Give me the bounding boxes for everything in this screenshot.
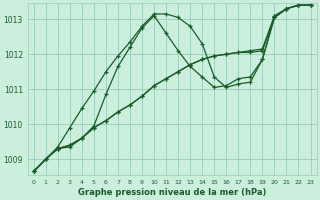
X-axis label: Graphe pression niveau de la mer (hPa): Graphe pression niveau de la mer (hPa) (78, 188, 266, 197)
